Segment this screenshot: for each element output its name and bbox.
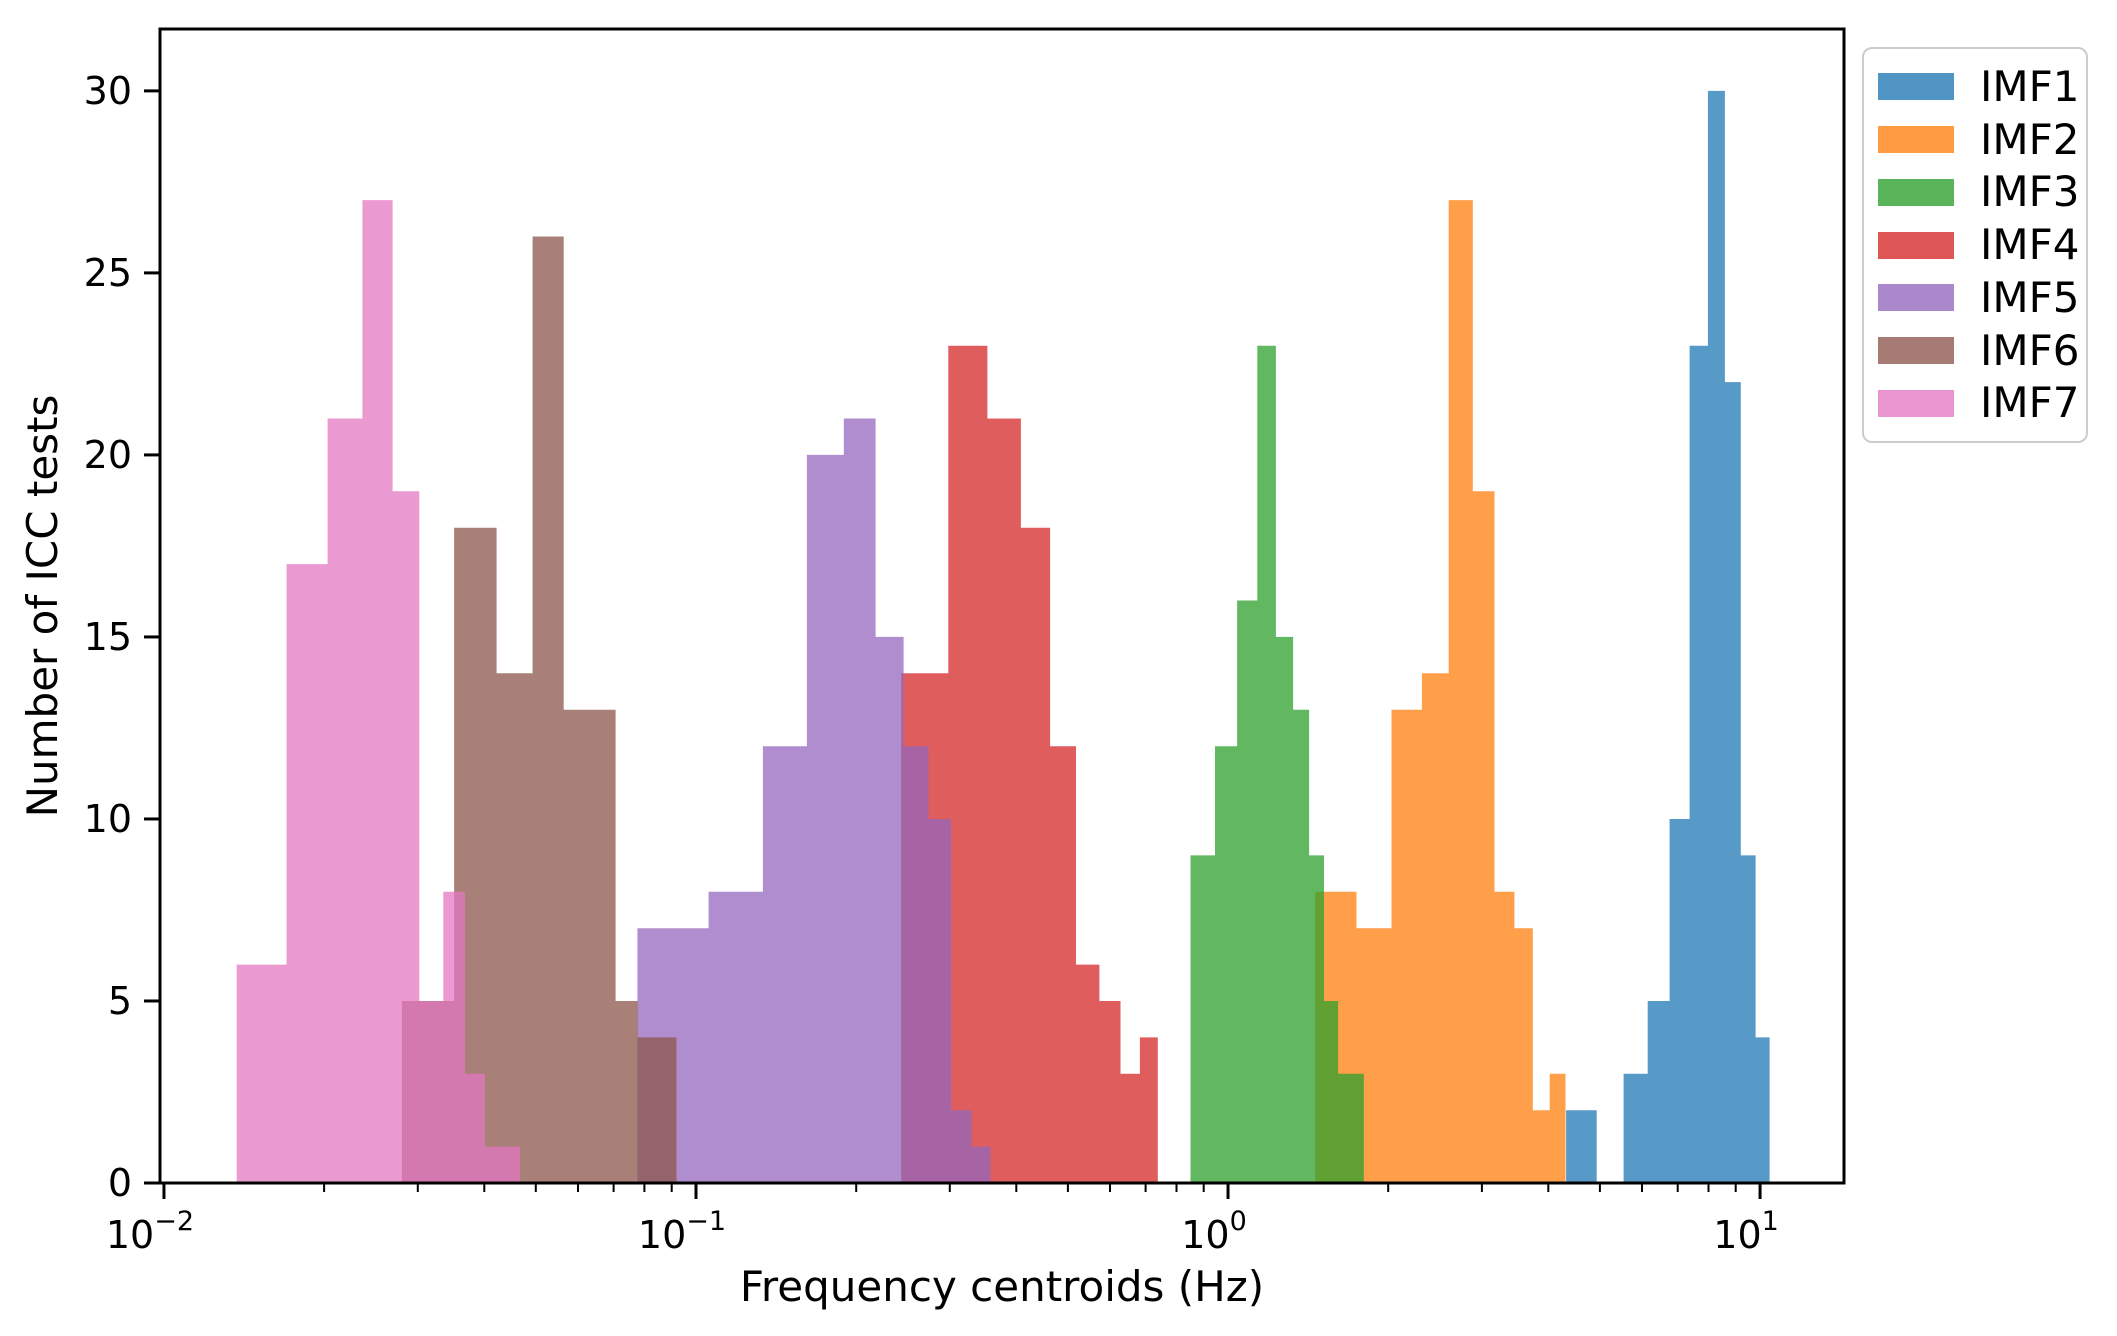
x-axis-label: Frequency centroids (Hz) — [739, 1262, 1265, 1311]
y-tick-label: 10 — [84, 797, 132, 841]
x-tick-label: 10−2 — [106, 1206, 194, 1257]
histogram-imf2 — [1315, 200, 1566, 1184]
legend-item-imf5: IMF5 — [1878, 276, 2080, 319]
y-axis-label: Number of ICC tests — [18, 394, 67, 818]
histogram-imf7 — [236, 200, 521, 1184]
legend-swatch-imf6 — [1878, 337, 1954, 364]
legend-swatch-imf3 — [1878, 178, 1954, 206]
legend-item-imf2: IMF2 — [1878, 118, 2080, 161]
x-tick-label: 101 — [1713, 1206, 1779, 1257]
legend-swatch-imf5 — [1878, 284, 1954, 312]
histogram-imf6 — [401, 236, 677, 1183]
y-tick-label: 15 — [84, 615, 132, 659]
legend: IMF1 IMF2 IMF3 IMF4 IMF5 IMF6 IMF7 — [1862, 47, 2088, 443]
legend-swatch-imf1 — [1878, 73, 1954, 101]
x-tick-label: 100 — [1181, 1206, 1247, 1257]
x-tick-label: 10−1 — [638, 1206, 726, 1257]
legend-label-imf6: IMF6 — [1980, 325, 2080, 375]
legend-swatch-imf4 — [1878, 231, 1954, 259]
histogram-imf5 — [637, 418, 991, 1183]
y-tick-label: 5 — [108, 979, 132, 1023]
legend-label-imf2: IMF2 — [1980, 114, 2080, 164]
legend-label-imf4: IMF4 — [1980, 220, 2080, 269]
legend-label-imf5: IMF5 — [1980, 272, 2080, 322]
y-tick-labels: 0 5 10 15 20 25 30 — [84, 69, 132, 1205]
x-tick-labels: 10−2 10−1 100 101 — [106, 1206, 1779, 1257]
legend-swatch-imf2 — [1878, 126, 1954, 153]
legend-label-imf7: IMF7 — [1980, 378, 2080, 428]
legend-swatch-imf7 — [1878, 389, 1954, 417]
y-tick-label: 30 — [84, 69, 132, 113]
y-tick-label: 25 — [84, 251, 132, 295]
histogram-imf1 — [1566, 90, 1770, 1183]
y-tick-label: 0 — [108, 1161, 132, 1205]
legend-label-imf3: IMF3 — [1980, 167, 2080, 217]
legend-item-imf7: IMF7 — [1878, 382, 2080, 424]
legend-item-imf3: IMF3 — [1878, 171, 2080, 213]
plot-frame — [158, 27, 1846, 1185]
y-tick-label: 20 — [84, 433, 132, 477]
legend-item-imf6: IMF6 — [1878, 329, 2080, 372]
histogram-imf3 — [1190, 345, 1364, 1183]
histogram-imf4 — [901, 345, 1158, 1183]
legend-item-imf1: IMF1 — [1878, 65, 2080, 108]
legend-item-imf4: IMF4 — [1878, 224, 2080, 266]
histogram-series — [236, 90, 1770, 1184]
legend-label-imf1: IMF1 — [1980, 61, 2080, 111]
